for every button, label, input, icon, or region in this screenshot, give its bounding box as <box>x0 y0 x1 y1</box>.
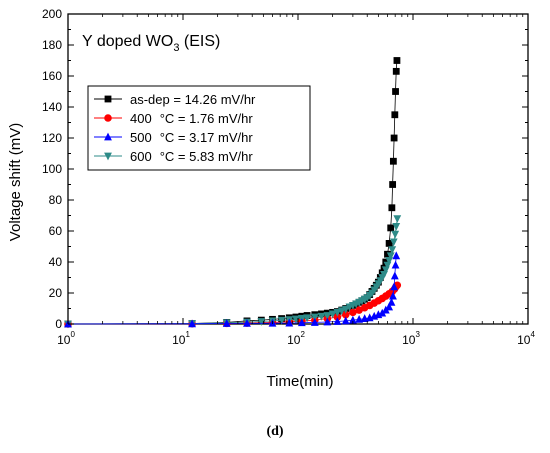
data-point <box>348 315 357 324</box>
voltage-shift-chart: 0 20 40 60 80 100 120 140 160 180 200 100 101 102 103 1… <box>7 7 535 390</box>
x-tick-label: 103 <box>402 330 420 347</box>
x-tick-label: 101 <box>172 330 190 347</box>
series-layer <box>64 57 402 329</box>
panel-label: (d) <box>266 424 284 439</box>
data-point <box>285 318 294 327</box>
data-point <box>323 312 332 320</box>
y-tick-label: 160 <box>42 69 62 83</box>
data-point <box>390 271 399 280</box>
chart-title: Y doped WO3 (EIS) <box>82 33 220 54</box>
legend-marker <box>104 132 112 141</box>
data-point <box>188 319 197 328</box>
data-point <box>328 310 337 319</box>
data-point <box>387 224 395 232</box>
series-triangle-up <box>64 251 401 328</box>
legend-marker <box>104 95 112 103</box>
data-point <box>390 134 398 142</box>
data-point <box>303 314 312 323</box>
x-axis-label: Time(min) <box>267 373 334 390</box>
data-point <box>386 252 395 261</box>
data-point <box>393 215 402 223</box>
series-triangle-down <box>64 215 402 329</box>
data-point <box>257 318 266 326</box>
data-point <box>333 317 342 325</box>
y-tick-label: 120 <box>42 131 62 145</box>
data-point <box>333 313 342 321</box>
data-point <box>392 88 399 95</box>
data-point <box>393 57 401 64</box>
data-point <box>384 250 391 258</box>
data-point <box>391 230 400 239</box>
data-point <box>389 181 397 188</box>
data-point <box>392 251 401 260</box>
x-tick-label: 102 <box>287 330 305 347</box>
chart-title-tail: (EIS) <box>179 33 220 50</box>
data-point <box>392 222 401 231</box>
legend: as-dep = 14.26 mV/hr 400 °C = 1.76 mV/hr 50… <box>87 85 311 171</box>
data-point <box>378 308 387 317</box>
y-tick-label: 100 <box>42 162 62 176</box>
data-point <box>341 316 350 325</box>
data-point <box>310 313 319 322</box>
data-point <box>392 67 400 75</box>
y-axis-label: Voltage shift (mV) <box>7 123 24 241</box>
y-tick-label: 200 <box>42 7 62 21</box>
data-point <box>243 318 251 327</box>
data-point <box>389 291 397 300</box>
chart-title-main: Y doped WO <box>82 33 173 50</box>
y-tick-label: 20 <box>49 286 63 300</box>
data-point <box>317 312 326 321</box>
legend-entry: 600 °C = 5.83 mV/hr <box>130 149 253 164</box>
data-point <box>385 240 393 247</box>
data-point <box>277 316 286 325</box>
data-point <box>389 238 398 247</box>
axes-layer: 0 20 40 60 80 100 120 140 160 180 200 100 101 102 103 1… <box>42 7 535 347</box>
data-point <box>310 318 319 326</box>
data-point <box>391 111 399 119</box>
y-tick-label: 180 <box>42 38 62 52</box>
data-point <box>385 302 394 311</box>
legend-marker <box>104 114 112 122</box>
legend-entry: 400 °C = 1.76 mV/hr <box>130 111 253 126</box>
y-tick-label: 80 <box>49 193 63 207</box>
legend-entry: as-dep = 14.26 mV/hr <box>130 92 256 107</box>
data-point <box>341 310 350 319</box>
data-point <box>297 318 306 327</box>
data-point <box>333 308 342 317</box>
legend-marker <box>104 152 112 161</box>
y-tick-label: 0 <box>55 317 62 331</box>
legend-entry: 500 °C = 3.17 mV/hr <box>130 130 253 145</box>
data-point <box>388 246 397 254</box>
data-point <box>222 319 231 327</box>
data-point <box>292 315 300 324</box>
data-point <box>387 297 396 306</box>
legend-box <box>87 85 311 171</box>
y-tick-label: 40 <box>49 255 63 269</box>
data-point <box>323 317 332 326</box>
data-point <box>391 260 400 269</box>
data-point <box>349 308 357 317</box>
data-point <box>389 157 397 165</box>
y-tick-label: 60 <box>49 224 63 238</box>
data-point <box>388 204 396 212</box>
x-tick-label: 104 <box>517 330 535 347</box>
data-point <box>355 314 364 323</box>
chart-title-subscript: 3 <box>173 42 179 54</box>
y-tick-label: 140 <box>42 100 62 114</box>
x-tick-label: 100 <box>57 330 75 347</box>
data-point <box>390 282 399 291</box>
